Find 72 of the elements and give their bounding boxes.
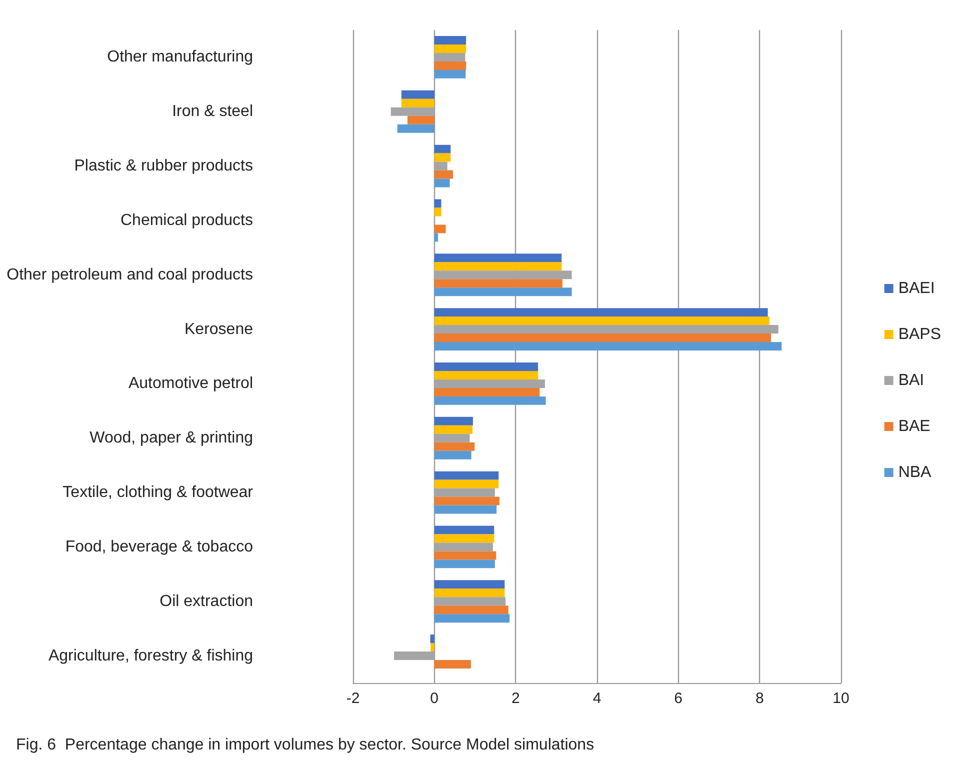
- y-tick-label: Oil extraction: [160, 592, 253, 610]
- legend-label: BAEI: [898, 280, 935, 297]
- y-tick-label: Plastic & rubber products: [74, 158, 253, 175]
- legend-label: BAI: [898, 372, 924, 389]
- bar: [434, 262, 562, 271]
- bar: [434, 61, 466, 70]
- x-tick-label: 2: [511, 690, 520, 707]
- x-tick-label: 4: [592, 690, 602, 707]
- bar: [434, 254, 562, 262]
- bar: [434, 279, 562, 288]
- x-tick-label: 0: [430, 690, 439, 707]
- bar: [434, 551, 496, 560]
- y-tick-label: Food, beverage & tobacco: [65, 538, 254, 556]
- bar: [434, 144, 451, 154]
- bar: [434, 170, 454, 179]
- bar: [407, 116, 434, 124]
- y-tick-label: Chemical products: [120, 212, 253, 229]
- bar: [434, 660, 471, 669]
- bar: [434, 614, 510, 623]
- bar: [434, 396, 546, 405]
- bar: [434, 342, 782, 351]
- bar: [434, 362, 538, 371]
- x-tick-label: -2: [346, 690, 360, 707]
- legend-label: NBA: [898, 464, 932, 481]
- bar: [434, 505, 497, 514]
- legend-label: BAPS: [898, 326, 941, 343]
- bar: [434, 450, 472, 460]
- y-tick-label: Wood, paper & printing: [90, 430, 253, 447]
- bar: [434, 44, 466, 53]
- bar: [434, 224, 446, 234]
- bar: [434, 233, 438, 242]
- caption: Fig. 6 Percentage change in import volumes by sector. Source Model simulations: [16, 736, 594, 754]
- bar: [434, 425, 473, 434]
- bar: [434, 288, 572, 296]
- bar: [434, 36, 466, 44]
- bar: [430, 643, 434, 652]
- bar: [434, 606, 508, 614]
- bar: [401, 90, 434, 99]
- bar: [434, 153, 451, 162]
- bar: [434, 308, 768, 317]
- x-tick-label: 10: [832, 690, 850, 707]
- bar: [434, 70, 466, 78]
- bar: [434, 416, 473, 426]
- legend-label: BAE: [898, 418, 930, 435]
- bar: [434, 442, 475, 451]
- bar: [434, 370, 538, 380]
- bar: [434, 471, 499, 480]
- bar: [434, 560, 495, 568]
- bar: [434, 316, 770, 326]
- y-tick-label: Kerosene: [184, 320, 254, 338]
- y-tick-label: Agriculture, forestry & fishing: [48, 647, 253, 664]
- x-tick-label: 6: [674, 690, 683, 707]
- bar: [434, 480, 499, 488]
- bar: [434, 534, 494, 543]
- bar: [434, 580, 505, 589]
- y-tick-label: Automotive petrol: [128, 375, 253, 392]
- bar: [434, 334, 772, 342]
- bar: [434, 588, 505, 598]
- x-tick-label: 8: [755, 690, 764, 707]
- y-tick-label: Textile, clothing & footwear: [62, 484, 254, 502]
- bar: [434, 199, 442, 208]
- y-tick-label: Iron & steel: [172, 103, 253, 120]
- bar: [401, 98, 434, 108]
- bar: [434, 526, 494, 534]
- y-tick-label: Other petroleum and coal products: [6, 266, 253, 284]
- bar: [434, 178, 450, 188]
- bar: [434, 388, 540, 396]
- y-tick-label: Other manufacturing: [107, 48, 253, 66]
- bar: [397, 124, 434, 133]
- bar: [430, 634, 434, 644]
- bar: [434, 496, 500, 506]
- bar: [434, 208, 442, 216]
